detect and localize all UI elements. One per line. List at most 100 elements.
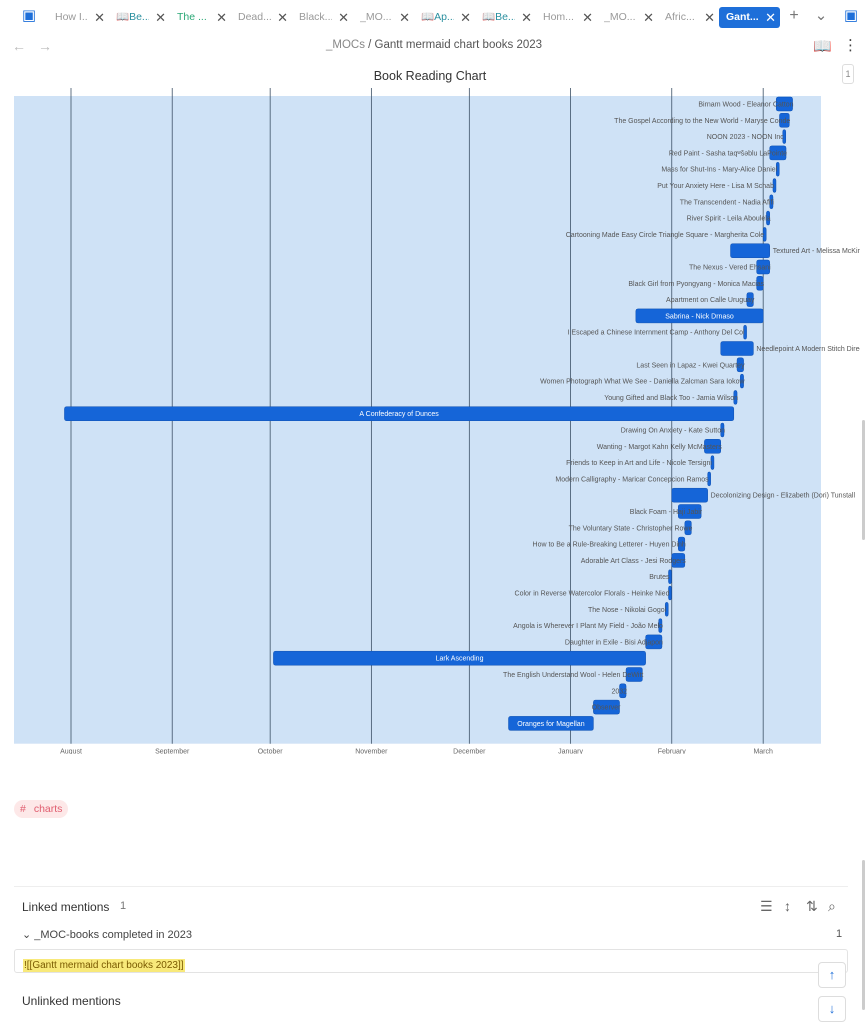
task-bar <box>625 667 643 682</box>
gantt-chart: August September October November December Ja… <box>14 88 860 754</box>
axis-tick-label: January <box>558 749 583 754</box>
right-sidebar-toggle-icon[interactable]: ▣ <box>843 7 859 24</box>
task-label: Cartooning Made Easy Circle Triangle Squ… <box>566 232 765 239</box>
tab-label: 📖Be... <box>116 11 149 23</box>
tab-11[interactable]: Afric... ✕ <box>665 7 715 28</box>
close-tab-icon[interactable]: ✕ <box>582 10 593 25</box>
close-tab-icon[interactable]: ✕ <box>704 10 715 25</box>
tab-3[interactable]: The ... ✕ <box>177 7 227 28</box>
tab-5[interactable]: Black... ✕ <box>299 7 349 28</box>
task-label: Modern Calligraphy - Maricar Concepcion … <box>555 476 709 483</box>
task-bar <box>766 210 770 226</box>
close-tab-icon[interactable]: ✕ <box>643 10 654 25</box>
back-arrow-icon[interactable]: ← <box>12 38 26 54</box>
tab-label: Hom... <box>543 11 574 23</box>
task-label: The Transcendent - Nadia Afifi <box>680 199 775 206</box>
close-tab-icon[interactable]: ✕ <box>460 10 471 25</box>
axis-tick-label: November <box>355 749 388 754</box>
axis-tick-label: October <box>258 749 284 754</box>
mention-item[interactable]: ![[Gantt mermaid chart books 2023]] <box>14 949 848 973</box>
tab-1[interactable]: How I... ✕ <box>55 7 105 28</box>
divider <box>14 886 848 887</box>
new-tab-icon[interactable]: + <box>789 7 799 24</box>
task-label: Last Seen in Lapaz - Kwei Quartey <box>636 362 745 369</box>
task-label: Black Foam - Haji Jabir <box>630 509 703 516</box>
task-bar <box>273 650 646 666</box>
task-label: Women Photograph What We See - Daniella … <box>540 379 745 386</box>
close-tab-icon[interactable]: ✕ <box>521 10 532 25</box>
axis-tick-label: September <box>155 749 190 754</box>
tab-8[interactable]: 📖Be... ✕ <box>482 7 532 28</box>
task-bar <box>678 536 686 552</box>
tab-12[interactable]: Gant... ✕ <box>719 7 780 28</box>
task-label: How to Be a Rule-Breaking Letterer - Huy… <box>533 542 686 549</box>
scroll-down-button[interactable]: ↓ <box>818 996 846 1022</box>
task-bar <box>779 113 790 128</box>
task-bar <box>668 585 672 601</box>
task-label: Black Girl from Pyongyang - Monica Macia… <box>628 281 764 288</box>
task-label: Decolonizing Design - Elizabeth (Dori) T… <box>711 493 856 500</box>
task-bar <box>658 618 663 633</box>
close-tab-icon[interactable]: ✕ <box>216 10 227 25</box>
task-label: Wanting - Margot Kahn Kelly McMasters <box>597 444 723 451</box>
scrollbar-thumb-lower[interactable] <box>862 860 865 1010</box>
tab-9[interactable]: Hom... ✕ <box>543 7 593 28</box>
close-tab-icon[interactable]: ✕ <box>277 10 288 25</box>
task-bar <box>782 129 787 144</box>
task-label: Daughter in Exile - Bisi Adjapon <box>565 639 663 646</box>
task-label: Mass for Shut-Ins - Mary-Alice Daniel <box>661 167 777 174</box>
task-bar <box>645 634 663 650</box>
view-header: ← → _MOCs / Gantt mermaid chart books 20… <box>0 34 868 60</box>
page-counter: 1 <box>842 64 854 84</box>
linked-mentions-count: 1 <box>120 900 127 912</box>
scrollbar-thumb[interactable] <box>862 420 865 540</box>
close-tab-icon[interactable]: ✕ <box>765 10 776 25</box>
task-label: Young Gifted and Black Too - Jamia Wilso… <box>604 395 738 402</box>
backlink-group-count: 1 <box>836 928 843 940</box>
tab-4[interactable]: Dead... ✕ <box>238 7 288 28</box>
backlink-group-label[interactable]: _MOC-books completed in 2023 <box>34 929 193 941</box>
list-view-icon[interactable]: ☰ <box>760 898 773 914</box>
task-bar <box>671 487 708 503</box>
backlink-group[interactable]: ⌄ _MOC-books completed in 2023 <box>22 928 192 941</box>
task-label: NOON 2023 - NOON Inc <box>707 134 785 141</box>
more-options-icon[interactable]: ⋮ <box>843 37 858 54</box>
tab-2[interactable]: 📖Be... ✕ <box>116 7 166 28</box>
tab-10[interactable]: _MO... ✕ <box>604 7 654 28</box>
search-icon[interactable]: ⌕ <box>828 898 836 914</box>
page-title[interactable]: Gantt mermaid chart books 2023 <box>374 39 543 51</box>
close-tab-icon[interactable]: ✕ <box>155 10 166 25</box>
sort-order-icon[interactable]: ⇅ <box>806 898 818 914</box>
chevron-down-icon[interactable]: ⌄ <box>22 929 32 941</box>
reading-view-icon[interactable]: 📖 <box>813 38 832 55</box>
tag-charts[interactable]: # charts <box>14 800 69 818</box>
tab-list-chevron-icon[interactable]: ⌄ <box>814 7 828 24</box>
tab-7[interactable]: 📖Ap... ✕ <box>421 7 471 28</box>
close-tab-icon[interactable]: ✕ <box>94 10 105 25</box>
close-tab-icon[interactable]: ✕ <box>338 10 349 25</box>
forward-arrow-icon[interactable]: → <box>38 38 52 54</box>
unlinked-mentions-title[interactable]: Unlinked mentions <box>22 994 121 1008</box>
task-bar <box>720 341 754 356</box>
tab-label: How I... <box>55 11 88 23</box>
task-bar <box>772 178 777 193</box>
axis-tick-label: December <box>453 749 486 754</box>
left-sidebar-toggle-icon[interactable]: ▣ <box>21 7 37 24</box>
task-bar <box>740 373 744 389</box>
task-label: Put Your Anxiety Here - Lisa M Schab <box>657 183 774 190</box>
axis-tick-label: August <box>60 749 82 754</box>
scroll-up-button[interactable]: ↑ <box>818 962 846 988</box>
task-label: Drawing On Anxiety - Kate Sutton <box>621 428 725 435</box>
task-label: 2032 <box>611 688 627 695</box>
task-label: Adorable Art Class - Jesi Rodgers <box>581 558 687 565</box>
task-bar <box>664 602 669 617</box>
sort-vertical-icon[interactable]: ↕ <box>784 898 791 914</box>
task-bar <box>635 308 764 324</box>
tab-6[interactable]: _MO... ✕ <box>360 7 410 28</box>
task-bar <box>64 406 735 421</box>
linked-mentions-title[interactable]: Linked mentions <box>22 900 110 914</box>
task-label: Apartment on Calle Uruguay <box>666 297 755 304</box>
breadcrumb-parent[interactable]: _MOCs <box>325 39 365 51</box>
task-label: I Escaped a Chinese Internment Camp - An… <box>568 330 745 337</box>
close-tab-icon[interactable]: ✕ <box>399 10 410 25</box>
